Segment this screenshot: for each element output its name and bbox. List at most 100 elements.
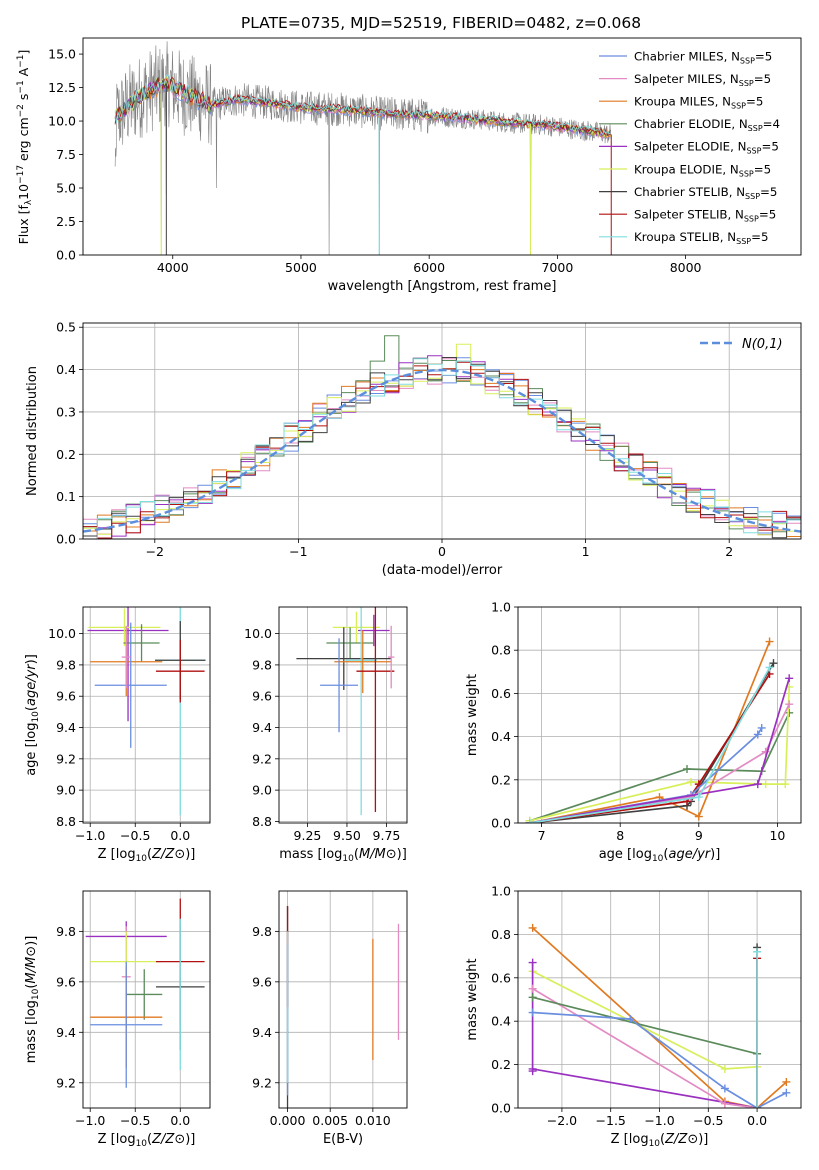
weight-marker: [528, 1067, 537, 1076]
x-axis-label: E(B-V): [323, 1132, 363, 1147]
x-tick-label: 1: [582, 544, 590, 559]
y-tick-label: 0.3: [56, 404, 76, 419]
y-tick-label: 9.6: [56, 689, 76, 704]
y-tick-label: 9.2: [56, 751, 76, 766]
y-tick-label: 0.8: [491, 927, 511, 942]
weight-marker: [753, 947, 762, 956]
figure-title: PLATE=0735, MJD=52519, FIBERID=0482, z=0…: [241, 14, 641, 32]
legend-label-part: SSP: [739, 169, 754, 178]
y-tick-label: 7.5: [56, 147, 76, 162]
axis-label-part: 10: [136, 854, 148, 864]
axis-label-part: (: [24, 706, 39, 711]
weight-marker: [782, 1088, 791, 1097]
y-tick-label: 9.8: [252, 924, 272, 939]
y-tick-label: 5.0: [56, 181, 76, 196]
y-tick-label: 0.5: [56, 320, 76, 335]
x-axis-label: (data-model)/error: [382, 563, 503, 578]
panel-spectrum: 4000 5000 6000 7000 8000 0.0 2.5 5.0 7.5 10.0 12.5…: [16, 37, 802, 294]
x-axis-label: Z [log10(Z/Z⊙)]: [98, 847, 196, 864]
y-tick-label: 9.2: [252, 751, 272, 766]
model-spectrum-line: [114, 74, 611, 136]
weight-marker: [769, 659, 778, 668]
x-tick-label: −0.5: [693, 1113, 723, 1128]
weight-marker: [528, 958, 537, 967]
y-axis-label-part: λ: [24, 199, 34, 205]
y-tick-label: 0.2: [491, 1057, 511, 1072]
y-axis-label-part: Flux [f: [16, 205, 31, 245]
x-tick-label: 0.010: [355, 1113, 391, 1128]
axis-label-part: 10: [31, 711, 41, 723]
weight-marker: [757, 723, 766, 732]
legend-label: N(0,1): [742, 337, 783, 352]
legend-label: Chabrier STELIB, NSSP=5: [634, 185, 777, 201]
y-tick-label: 12.5: [48, 80, 76, 95]
x-tick-label: 0.0: [170, 1113, 190, 1128]
axis-label-part: Z [log: [98, 1132, 136, 1147]
axis-label-part: Z/Z: [151, 1132, 175, 1147]
y-tick-label: 9.2: [56, 1075, 76, 1090]
legend-label-part: SSP: [746, 147, 761, 156]
panel-residuals: −2 −1 0 1 2 0.0 0.1 0.2 0.3 0.4 0.5 (data-model)/er…: [25, 320, 802, 578]
axes-frame: [278, 606, 408, 824]
legend-label: Salpeter STELIB, NSSP=5: [634, 208, 776, 224]
legend-label-part: Chabrier ELODIE, N: [634, 117, 748, 131]
y-axis-label-part: ]: [16, 50, 31, 55]
y-tick-label: 9.8: [56, 924, 76, 939]
x-tick-label: −1.0: [644, 1113, 674, 1128]
y-axis-label: Normed distribution: [25, 366, 40, 496]
y-tick-label: 2.5: [56, 214, 76, 229]
y-tick-label: 9.4: [252, 720, 272, 735]
weight-marker: [753, 780, 762, 789]
legend-label-part: =5: [760, 185, 777, 199]
y-axis-label-part: −17: [16, 165, 26, 184]
legend-label-part: SSP: [739, 79, 754, 88]
axes-frame: [82, 606, 211, 824]
axis-label-part: )]: [710, 847, 720, 862]
axis-label-part: M/M: [24, 957, 39, 984]
weight-marker: [694, 793, 703, 802]
axis-label-part: mass [log: [24, 1000, 39, 1063]
weight-marker: [694, 812, 703, 821]
y-tick-label: 9.4: [56, 720, 76, 735]
weight-marker: [686, 777, 695, 786]
legend-label: Salpeter MILES, NSSP=5: [634, 72, 771, 88]
y-tick-label: 9.6: [252, 689, 272, 704]
x-tick-label: 7000: [541, 260, 573, 275]
x-tick-label: 0: [438, 544, 446, 559]
axes-frame: [82, 37, 802, 256]
model-spectrum-line: [114, 76, 611, 136]
y-tick-label: 9.4: [56, 1025, 76, 1040]
x-axis-label: Z [log10(Z/Z⊙)]: [611, 1132, 709, 1149]
axis-label-part: age/yr: [668, 847, 711, 862]
y-tick-label: 9.0: [252, 783, 272, 798]
legend-label-part: Salpeter MILES, N: [634, 72, 739, 86]
y-tick-label: 9.6: [252, 974, 272, 989]
x-axis-label: wavelength [Angstrom, rest frame]: [328, 279, 557, 294]
weight-marker: [782, 1077, 791, 1086]
x-tick-label: 0.005: [312, 1113, 348, 1128]
panel-age-vs-mass: 9.25 9.50 9.75 8.8 9.0 9.2 9.4 9.6 9.8 10.0 mass […: [244, 606, 408, 864]
plot-area: [286, 906, 400, 1108]
legend-label: Chabrier MILES, NSSP=5: [634, 49, 772, 65]
axis-label-part: ⊙)]: [386, 847, 407, 862]
legend-label-part: SSP: [744, 215, 759, 224]
axis-label-part: 10: [136, 1139, 148, 1149]
panel-weight-vs-Z: −2.0 −1.5 −1.0 −0.5 0.0 0.0 0.2 0.4 0.6 0.8 1.0 Z […: [465, 884, 802, 1149]
axis-label-part: 10: [652, 854, 664, 864]
x-tick-label: −1.5: [596, 1113, 626, 1128]
weight-series-line: [532, 970, 758, 1070]
axis-label-part: Z/Z: [151, 847, 175, 862]
x-tick-label: 2: [725, 544, 733, 559]
axes-frame: [82, 890, 211, 1109]
x-tick-label: 8: [616, 828, 624, 843]
weight-marker: [525, 819, 534, 823]
panel-mass-vs-Z: −1.0 −0.5 0.09.29.49.69.8Z [log10(Z/Z⊙)]ma…: [24, 890, 211, 1149]
legend-label-part: Salpeter ELODIE, N: [634, 140, 746, 154]
legend-label-part: Chabrier STELIB, N: [634, 185, 745, 199]
y-tick-label: 0.2: [56, 447, 76, 462]
x-tick-label: 9: [695, 828, 703, 843]
weight-marker: [765, 637, 774, 646]
axis-label-part: age/yr: [24, 663, 39, 706]
